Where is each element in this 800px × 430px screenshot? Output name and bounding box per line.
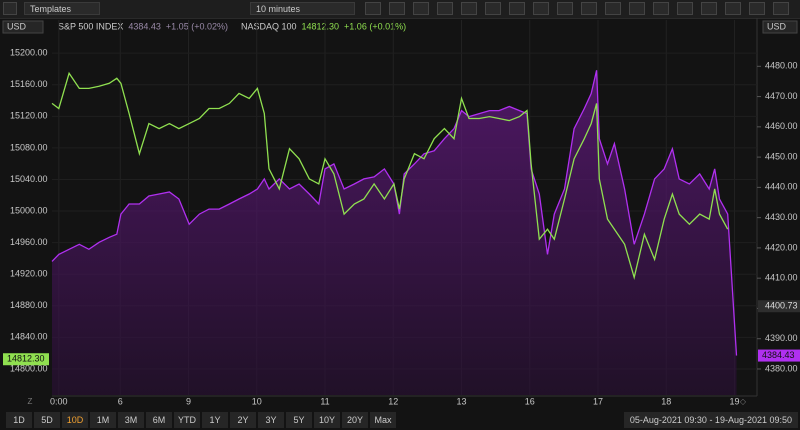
tool-icon[interactable] (509, 2, 525, 15)
y2-tick-label: 4380.00 (765, 363, 798, 373)
y2-tick-label: 4420.00 (765, 242, 798, 252)
range-button[interactable]: 10D (62, 412, 88, 428)
x-tick-label: 12 (388, 396, 398, 406)
tool-icon[interactable] (485, 2, 501, 15)
tool-icon[interactable] (629, 2, 645, 15)
y2-tick-label: 4450.00 (765, 151, 798, 161)
left-currency: USD (7, 21, 27, 31)
tool-icon[interactable] (581, 2, 597, 15)
y-tick-label: 14800.00 (10, 363, 48, 373)
tool-icon[interactable] (605, 2, 621, 15)
y-tick-label: 15000.00 (10, 205, 48, 215)
tool-icon[interactable] (701, 2, 717, 15)
range-button[interactable]: 6M (146, 412, 172, 428)
range-button[interactable]: 20Y (342, 412, 368, 428)
y-tick-label: 14840.00 (10, 332, 48, 342)
y-tick-label: 15200.00 (10, 48, 48, 58)
x-tick-label: 0:00 (50, 396, 68, 406)
x-tick-label: 18 (661, 396, 671, 406)
tool-icon[interactable] (749, 2, 765, 15)
legend-change: +1.05 (+0.02%) (166, 21, 228, 31)
range-button[interactable]: 10Y (314, 412, 340, 428)
x-tick-label: 16 (525, 396, 535, 406)
area (52, 70, 737, 396)
range-button[interactable]: 2Y (230, 412, 256, 428)
y2-tick-label: 4460.00 (765, 121, 798, 131)
toolbar: Templates 10 minutes (0, 0, 800, 19)
range-button[interactable]: 5Y (286, 412, 312, 428)
settings-icon[interactable]: ◇ (740, 397, 747, 406)
y-tick-label: 14960.00 (10, 237, 48, 247)
x-tick-label: 17 (593, 396, 603, 406)
legend-name: NASDAQ 100 (241, 21, 297, 31)
tool-icon[interactable] (413, 2, 429, 15)
y-tick-label: 15160.00 (10, 79, 48, 89)
x-tick-label: 6 (118, 396, 123, 406)
last-marker (3, 353, 49, 366)
y-tick-label: 15040.00 (10, 174, 48, 184)
range-button[interactable]: 3Y (258, 412, 284, 428)
tool-icon[interactable] (389, 2, 405, 15)
tool-icon[interactable] (533, 2, 549, 15)
range-button[interactable]: 3M (118, 412, 144, 428)
x-tick-label: 19 (729, 396, 739, 406)
range-button[interactable]: 1D (6, 412, 32, 428)
tool-icon[interactable] (437, 2, 453, 15)
tool-icon[interactable] (461, 2, 477, 15)
range-button[interactable]: YTD (174, 412, 200, 428)
legend-name: S&P 500 INDEX (58, 21, 123, 31)
y2-tick-label: 4480.00 (765, 61, 798, 71)
range-button[interactable]: 1M (90, 412, 116, 428)
tool-icon[interactable] (653, 2, 669, 15)
templates-dropdown[interactable]: Templates (24, 2, 100, 15)
line (51, 70, 738, 356)
range-button[interactable]: Max (370, 412, 396, 428)
interval-dropdown[interactable]: 10 minutes (250, 2, 355, 15)
y2-tick-label: 4440.00 (765, 182, 798, 192)
date-range: 05-Aug-2021 09:30 - 19-Aug-2021 09:50 (623, 412, 798, 428)
chart: USD USD S&P 500 INDEX 4384.43 +1.05 (+0.02… (2, 18, 800, 406)
tool-icon[interactable] (557, 2, 573, 15)
tool-icon[interactable] (773, 2, 789, 15)
x-tick-label: 11 (320, 396, 329, 406)
zoom-icon[interactable]: Z (28, 397, 33, 406)
legend-change: +1.06 (+0.01%) (344, 21, 406, 31)
range-button[interactable]: 1Y (202, 412, 228, 428)
right-currency: USD (767, 21, 787, 31)
legend-quote: 4384.43 (128, 21, 161, 31)
range-button[interactable]: 5D (34, 412, 60, 428)
last-marker (758, 349, 800, 362)
menu-icon[interactable] (3, 2, 17, 15)
last-marker-label: 14812.30 (7, 354, 45, 364)
y-tick-label: 14880.00 (10, 300, 48, 310)
y2-tick-label: 4390.00 (765, 333, 798, 343)
x-tick-label: 13 (456, 396, 466, 406)
range-buttons: 1D 5D 10D 1M 3M 6M YTD 1Y 2Y 3Y 5Y 10Y 20Y Max (6, 412, 396, 428)
y-tick-label: 15120.00 (10, 111, 48, 121)
x-tick-label: 10 (252, 396, 262, 406)
last-marker-label: 4384.43 (762, 350, 795, 360)
axis-marker (758, 300, 800, 313)
y-tick-label: 14920.00 (10, 269, 48, 279)
legend-quote: 14812.30 (302, 21, 340, 31)
line (51, 71, 729, 280)
tool-icon[interactable] (725, 2, 741, 15)
axis-marker-label: 4400.73 (765, 301, 798, 311)
tool-icon[interactable] (365, 2, 381, 15)
y2-tick-label: 4410.00 (765, 273, 798, 283)
left-currency-box[interactable] (2, 20, 44, 34)
tool-icon[interactable] (677, 2, 693, 15)
y-tick-label: 15080.00 (10, 142, 48, 152)
y2-tick-label: 4430.00 (765, 212, 798, 222)
right-currency-box[interactable] (762, 20, 798, 34)
x-tick-label: 9 (186, 396, 191, 406)
y2-tick-label: 4470.00 (765, 91, 798, 101)
